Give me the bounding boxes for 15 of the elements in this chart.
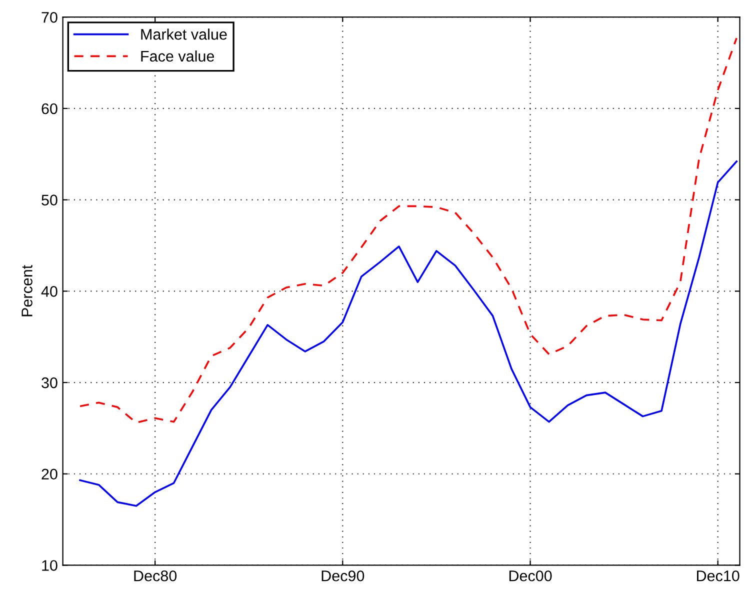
y-axis-title: Percent [22, 264, 32, 316]
y-tick-label: 60 [42, 103, 58, 114]
legend-label: Face value [141, 50, 214, 62]
x-tick-label: Dec00 [509, 570, 552, 582]
y-tick-label: 40 [41, 286, 58, 297]
line-series [79, 160, 738, 507]
y-tick-label: 50 [42, 194, 58, 206]
y-tick-label: 10 [42, 560, 58, 571]
legend-label: Market value [141, 28, 227, 40]
x-tick-label: Dec90 [322, 570, 364, 582]
x-tick-label: Dec10 [697, 570, 740, 582]
y-tick-label: 20 [42, 468, 58, 480]
y-tick-label: 30 [42, 377, 58, 388]
y-tick-label: 70 [42, 12, 58, 23]
x-tick-label: Dec80 [134, 570, 177, 582]
